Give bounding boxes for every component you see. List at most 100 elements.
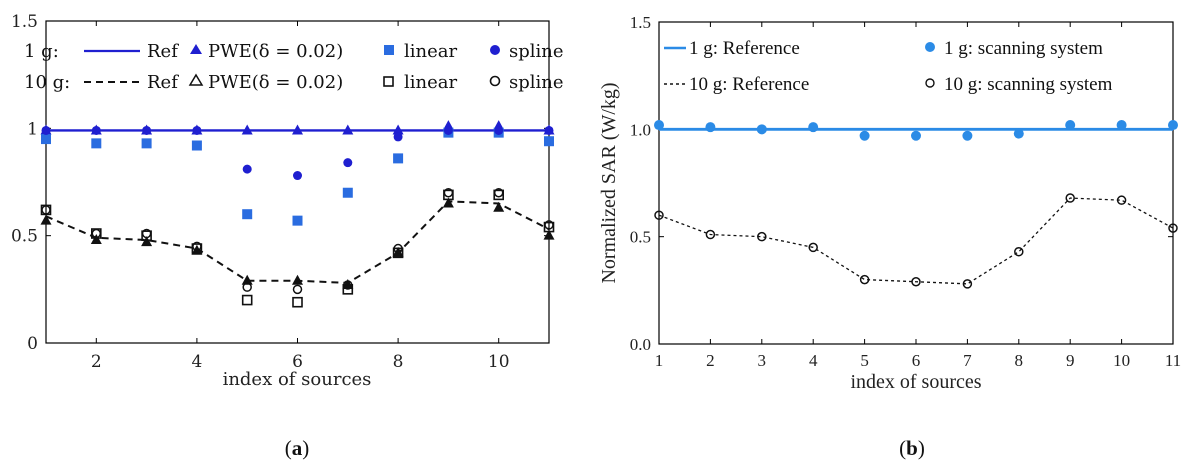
chart-a-series-6-point [141,230,152,241]
chart-b-series-1-point [808,122,819,133]
chart-a-series-5-point [493,201,505,212]
chart-a-series-5-point [292,274,303,285]
chart-a-xtick-label: 10 [488,352,510,372]
chart-b-series-1-point [1168,120,1178,131]
chart-b-series-3-point [654,210,664,220]
chart-b-xtick-label: 8 [1015,351,1024,370]
chart-a-ytick-label: 1.5 [11,12,38,32]
chart-a-series-6-point [342,284,354,295]
chart-a: 0 0.5 1 1.5 2 4 6 8 10 index of sources 1 g: Re… [11,12,564,460]
chart-a-series-5-point [90,233,102,244]
chart-a-series-5-point [141,236,153,247]
chart-a-series-2-point [141,138,152,149]
chart-a-ytick-label: 0.5 [11,227,38,247]
chart-b-frame [658,21,1174,345]
chart-a-ytick-label: 1 [27,119,38,139]
chart-a-series-6-point [493,189,505,201]
chart-b-xtick-label: 11 [1165,351,1181,370]
legend-b-1g-scan-marker [925,42,935,52]
chart-a-series-4-line [45,200,550,284]
chart-b-series-3-point [757,231,767,242]
chart-a-series-7-point [141,228,152,239]
chart-a-series-1-point [392,124,404,135]
chart-a-series-5-point [241,274,253,285]
legend-a-10g-spline-marker [489,75,501,87]
chart-a-series-6-point [241,294,253,306]
legend-b-1g-ref-label: 1 g: Reference [689,38,800,59]
chart-b-legend: 1 g: Reference 1 g: scanning system 10 g… [664,38,1113,95]
chart-a-xtick-label: 6 [292,352,303,372]
chart-a-series-3-point [443,125,453,135]
chart-a-series-5-point [543,229,555,240]
chart-b: 0.0 0.5 1.0 1.5 1 2 3 4 5 6 7 8 9 10 11 index of sour… [598,13,1181,460]
chart-b-series-3-point [1014,246,1024,257]
chart-b-ylabel: Normalized SAR (W/kg) [598,82,620,283]
chart-b-series-1-point [1013,128,1024,139]
chart-b-series-1-point [962,130,973,141]
chart-b-series-2-line [658,197,1174,285]
legend-a-1g-pwe-label: PWE(δ = 0.02) [208,41,343,62]
chart-a-series-3-point [41,125,51,135]
chart-a-series-2-point [292,215,303,226]
chart-a-series-7-point [91,228,102,239]
chart-a-series-7-point [292,284,303,295]
chart-a-ytick-label: 0 [27,334,38,354]
legend-b-1g-scan-label: 1 g: scanning system [944,38,1103,59]
chart-a-series-3-point [544,125,554,135]
chart-b-series-1-point [756,124,767,135]
legend-a-10g-linear-label: linear [404,72,457,93]
chart-b-series-3-point [705,229,716,240]
chart-a-series-3-point [242,164,252,174]
legend-b-10g-scan-label: 10 g: scanning system [944,74,1113,95]
chart-a-series-7-point [544,220,554,230]
chart-b-xtick-label: 9 [1066,351,1075,370]
chart-a-series-2-point [342,187,353,198]
chart-a-series-6-point [292,296,303,308]
chart-b-ytick-label: 0.5 [630,228,651,247]
chart-b-series-1-point [654,120,664,131]
chart-a-series-2-point [393,153,404,164]
chart-b-xtick-label: 4 [809,351,818,370]
chart-a-series-3-point [91,125,101,135]
legend-a-10g-pwe-label: PWE(δ = 0.02) [208,72,343,93]
chart-a-series-1-point [241,124,253,135]
chart-a-series-7-point [343,280,353,290]
chart-a-series-3-point [494,125,504,135]
legend-a-1g-spline-marker [490,45,500,55]
chart-a-series-3-point [343,158,353,168]
chart-b-series-3-point [1168,223,1178,233]
chart-b-xlabel: index of sources [850,371,981,393]
chart-b-series-1-point [1065,120,1076,131]
chart-a-series-7-point [242,282,252,292]
chart-b-ytick-label: 1.5 [630,13,651,32]
chart-b-series-1-point [705,122,716,133]
chart-a-series-5-point [40,214,52,225]
chart-a-series-6-point [543,221,555,233]
chart-a-series-7-point [443,187,454,198]
legend-a-1g-linear-label: linear [404,41,457,62]
legend-a-1g-ref-label: Ref [147,41,179,62]
legend-a-10g-ref-label: Ref [147,72,179,93]
chart-a-series-2-point [191,140,202,151]
legend-a-group-1: 1 g: [24,41,59,62]
chart-a-series-2-point [242,209,253,220]
chart-b-series-3-point [1116,195,1127,205]
chart-b-series-1-point [1116,120,1127,131]
chart-b-xtick-label: 1 [655,351,664,370]
chart-a-frame [45,20,550,344]
chart-b-xtick-label: 6 [912,351,921,370]
legend-b-10g-ref-label: 10 g: Reference [689,74,809,95]
chart-b-xtick-label: 10 [1113,351,1130,370]
chart-a-series-1-point [342,124,354,135]
chart-a-series-1-point [292,124,303,135]
chart-a-series-6-point [443,189,454,201]
chart-a-series-6-point [392,247,404,259]
chart-a-series-3-point [293,171,302,181]
chart-a-series-2-point [91,138,102,149]
chart-a-legend: 1 g: Ref PWE(δ = 0.02) linear spline 10 … [24,41,564,93]
chart-b-series-3-point [859,274,870,285]
chart-a-sublabel: (a) [285,436,310,460]
legend-a-10g-spline-label: spline [509,72,564,93]
chart-b-xtick-label: 7 [963,351,972,370]
